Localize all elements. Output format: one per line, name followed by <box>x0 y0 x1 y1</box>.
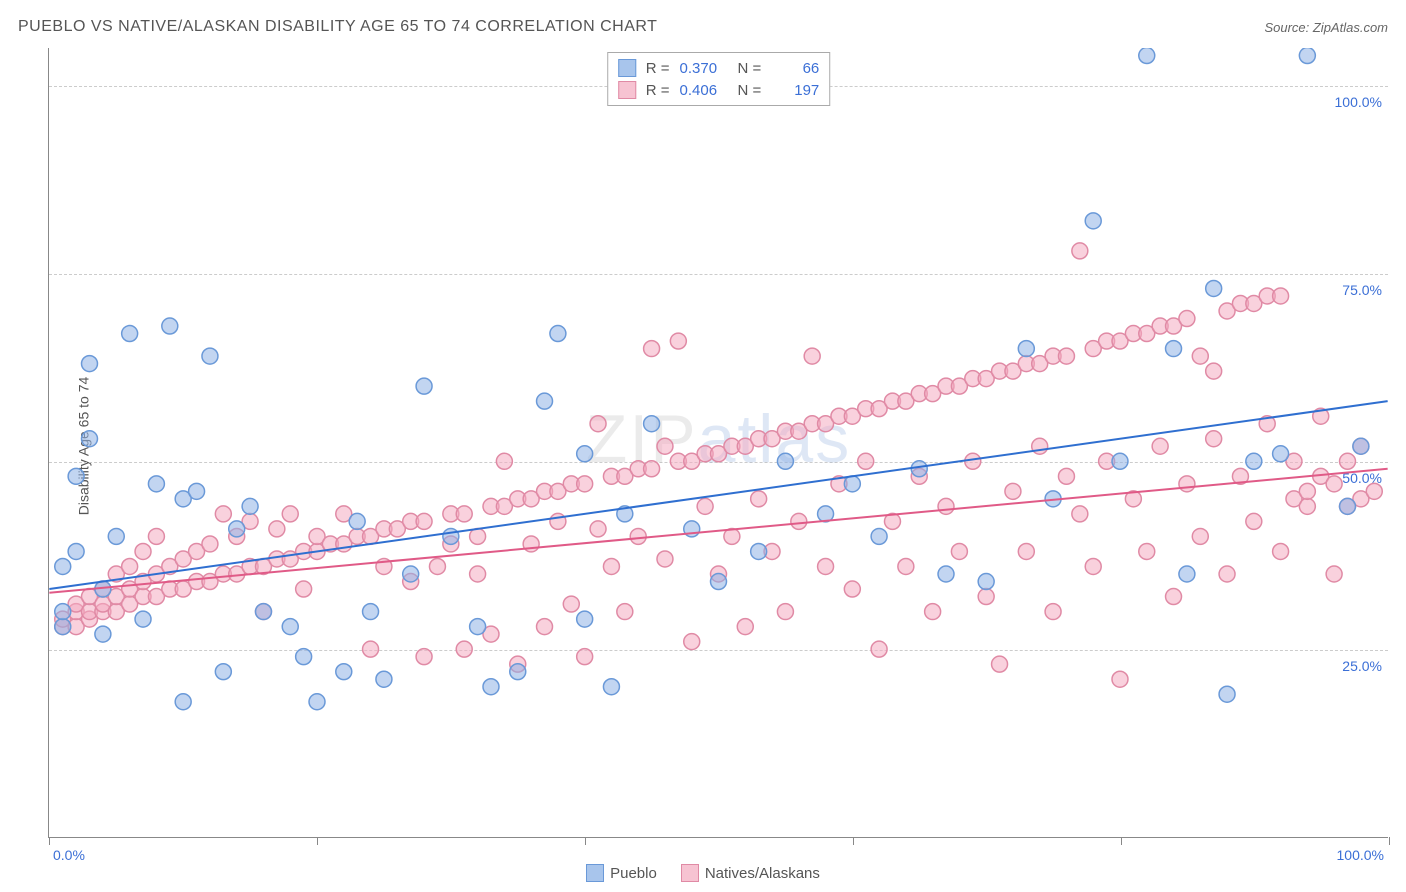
legend-top-row-pueblo: R = 0.370 N = 66 <box>618 57 820 79</box>
legend-natives-label: Natives/Alaskans <box>705 865 820 882</box>
legend-pueblo-label: Pueblo <box>610 865 657 882</box>
legend-R-label-2: R = <box>646 82 670 99</box>
legend-bottom-pueblo: Pueblo <box>586 864 657 882</box>
chart-title: PUEBLO VS NATIVE/ALASKAN DISABILITY AGE … <box>18 18 657 36</box>
legend-bottom: Pueblo Natives/Alaskans <box>0 864 1406 882</box>
x-tick-label-100: 100.0% <box>1337 847 1384 863</box>
legend-N-label-2: N = <box>738 82 762 99</box>
swatch-pueblo <box>618 59 636 77</box>
swatch-natives-bottom <box>681 864 699 882</box>
x-tick <box>1121 837 1122 845</box>
x-tick <box>853 837 854 845</box>
legend-natives-R: 0.406 <box>680 82 728 99</box>
legend-bottom-natives: Natives/Alaskans <box>681 864 820 882</box>
x-tick <box>585 837 586 845</box>
legend-top-row-natives: R = 0.406 N = 197 <box>618 79 820 101</box>
legend-pueblo-R: 0.370 <box>680 60 728 77</box>
source-text: Source: ZipAtlas.com <box>1264 20 1388 35</box>
x-tick <box>317 837 318 845</box>
x-tick <box>49 837 50 845</box>
legend-natives-N: 197 <box>771 82 819 99</box>
plot-area: ZIPatlas R = 0.370 N = 66 R = 0.406 N = … <box>48 48 1388 838</box>
legend-top: R = 0.370 N = 66 R = 0.406 N = 197 <box>607 52 831 106</box>
scatter-svg <box>49 48 1388 837</box>
title-bar: PUEBLO VS NATIVE/ALASKAN DISABILITY AGE … <box>18 18 1388 36</box>
legend-R-label: R = <box>646 60 670 77</box>
swatch-natives <box>618 81 636 99</box>
chart-container: PUEBLO VS NATIVE/ALASKAN DISABILITY AGE … <box>0 0 1406 892</box>
swatch-pueblo-bottom <box>586 864 604 882</box>
legend-N-label: N = <box>738 60 762 77</box>
x-tick <box>1389 837 1390 845</box>
x-tick-label-0: 0.0% <box>53 847 85 863</box>
legend-pueblo-N: 66 <box>771 60 819 77</box>
